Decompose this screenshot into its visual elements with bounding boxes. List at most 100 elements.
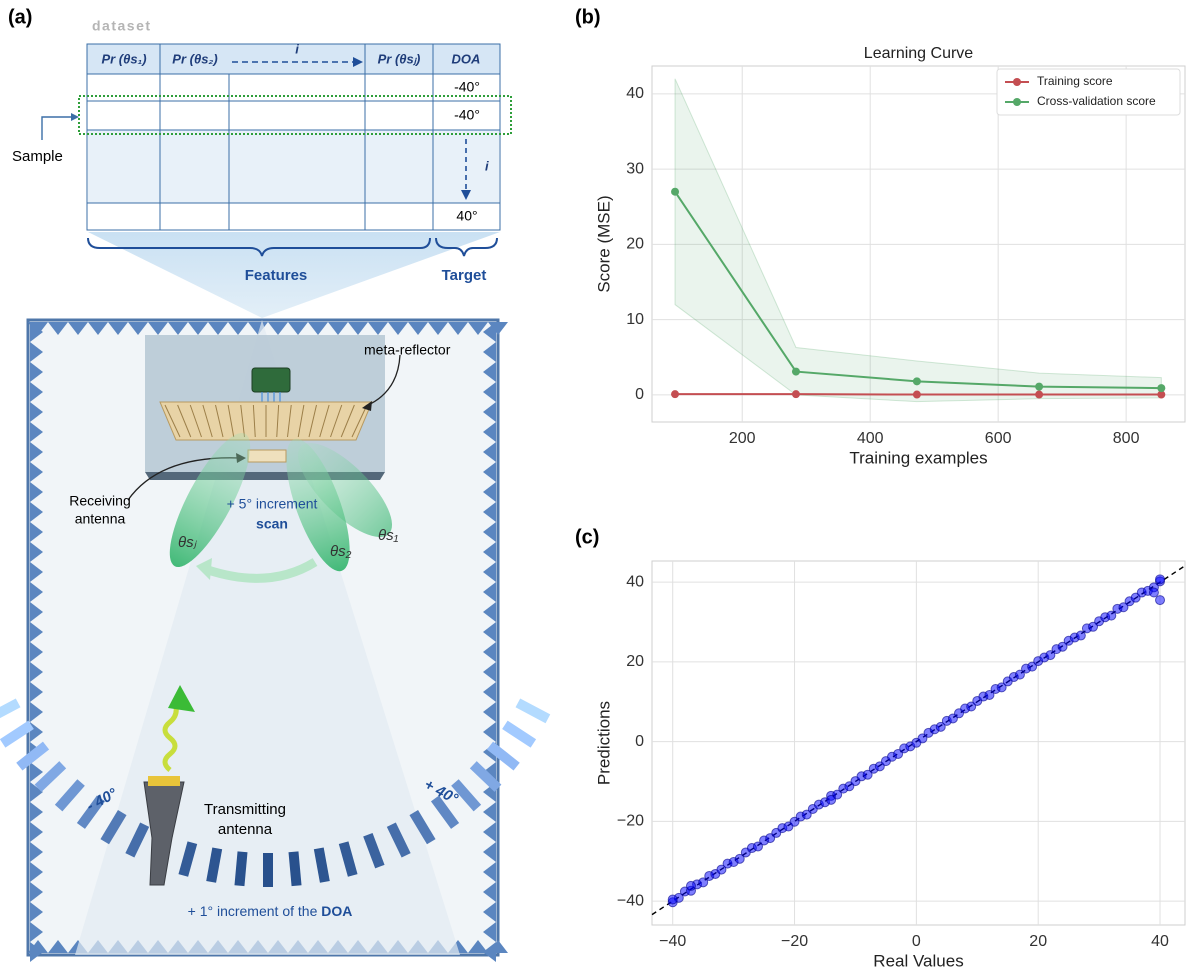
absorber <box>30 642 43 662</box>
beam-label: θs₁ <box>378 527 399 544</box>
y-tick-label: 40 <box>626 573 644 590</box>
absorber <box>30 922 43 942</box>
y-tick-label: −20 <box>617 813 644 830</box>
x-tick-label: 800 <box>1113 430 1140 447</box>
absorber <box>483 462 496 482</box>
absorber <box>188 322 208 335</box>
absorber <box>483 322 496 342</box>
absorber <box>408 322 428 335</box>
absorber <box>30 762 43 782</box>
scan-label: scan <box>256 516 288 532</box>
absorber <box>368 322 388 335</box>
point <box>685 880 696 891</box>
cell-line <box>202 404 213 438</box>
point <box>791 390 800 399</box>
point <box>671 187 680 196</box>
legend-marker <box>1013 78 1021 86</box>
absorber <box>30 582 43 602</box>
target-cell: 40° <box>456 208 477 224</box>
cell-line <box>276 404 280 438</box>
legend <box>996 68 1181 116</box>
absorber <box>468 322 488 335</box>
cell-line <box>351 404 368 438</box>
legend-marker <box>1013 98 1021 106</box>
absorber <box>483 822 496 842</box>
point <box>1035 382 1044 391</box>
absorber <box>30 822 43 842</box>
sample-highlight <box>78 95 512 135</box>
point <box>1035 390 1044 399</box>
wave-arrowhead <box>168 685 195 712</box>
absorber <box>483 402 496 422</box>
x-tick-label: 40 <box>1151 933 1169 950</box>
arc-block <box>451 779 482 812</box>
beam-label: θsⱼ <box>178 534 198 551</box>
absorber <box>48 322 68 335</box>
absorber <box>30 362 43 382</box>
absorber <box>168 322 188 335</box>
panel-label: (a) <box>8 6 32 28</box>
point <box>698 877 709 888</box>
point <box>716 864 727 875</box>
arc-block <box>76 795 106 829</box>
arc-block <box>502 720 537 748</box>
absorber <box>30 842 43 862</box>
absorber <box>30 422 43 442</box>
absorber <box>483 702 496 722</box>
absorber <box>30 322 43 342</box>
absorber <box>483 522 496 542</box>
absorber <box>483 382 496 402</box>
point <box>996 682 1007 693</box>
arc-block <box>409 810 436 845</box>
absorber <box>483 342 496 362</box>
chart: (c) −40 −20 0 20 40 −40 −20 0 20 40 Real Values Pred… <box>575 526 1186 967</box>
point <box>1155 595 1166 606</box>
receiver-label: antenna <box>75 511 126 527</box>
absorber <box>483 642 496 662</box>
absorber <box>88 322 108 335</box>
brace <box>435 237 498 257</box>
absorber <box>30 462 43 482</box>
arc-block <box>313 847 330 883</box>
projection-fan <box>88 232 500 318</box>
reflector-label: meta-reflector <box>364 342 451 358</box>
absorber <box>108 322 128 335</box>
absorber <box>208 322 228 335</box>
point <box>862 769 873 780</box>
point <box>984 689 995 700</box>
beam-label: θs₂ <box>330 543 352 560</box>
column-header: Pr (θs₂) <box>172 51 217 66</box>
cell-line <box>287 404 292 438</box>
arc-block <box>54 779 85 812</box>
transmitter-label: Transmitting <box>204 801 286 818</box>
point <box>1118 602 1129 613</box>
absorber <box>30 442 43 462</box>
cell-line <box>340 404 355 438</box>
point <box>791 367 800 376</box>
absorber <box>30 682 43 702</box>
y-axis-label: Predictions <box>594 701 613 785</box>
dataset-label: dataset <box>92 18 152 34</box>
absorber <box>288 322 308 335</box>
absorber <box>30 542 43 562</box>
arc-block <box>363 833 385 869</box>
absorber <box>483 602 496 622</box>
cell-line <box>330 404 343 438</box>
absorber <box>348 322 368 335</box>
absorber <box>30 562 43 582</box>
absorber <box>483 582 496 602</box>
x-tick-label: −20 <box>781 933 808 950</box>
arc-block <box>515 698 551 724</box>
panel-label: (b) <box>575 6 601 28</box>
arc-block <box>263 853 273 887</box>
column-index: i <box>295 41 299 56</box>
point <box>1155 574 1166 585</box>
absorber <box>68 322 88 335</box>
point <box>734 853 745 864</box>
absorber <box>483 662 496 682</box>
horn-aperture <box>148 776 180 786</box>
x-tick-label: −40 <box>659 933 686 950</box>
horn-antenna <box>143 781 185 886</box>
x-tick-label: 600 <box>985 430 1012 447</box>
